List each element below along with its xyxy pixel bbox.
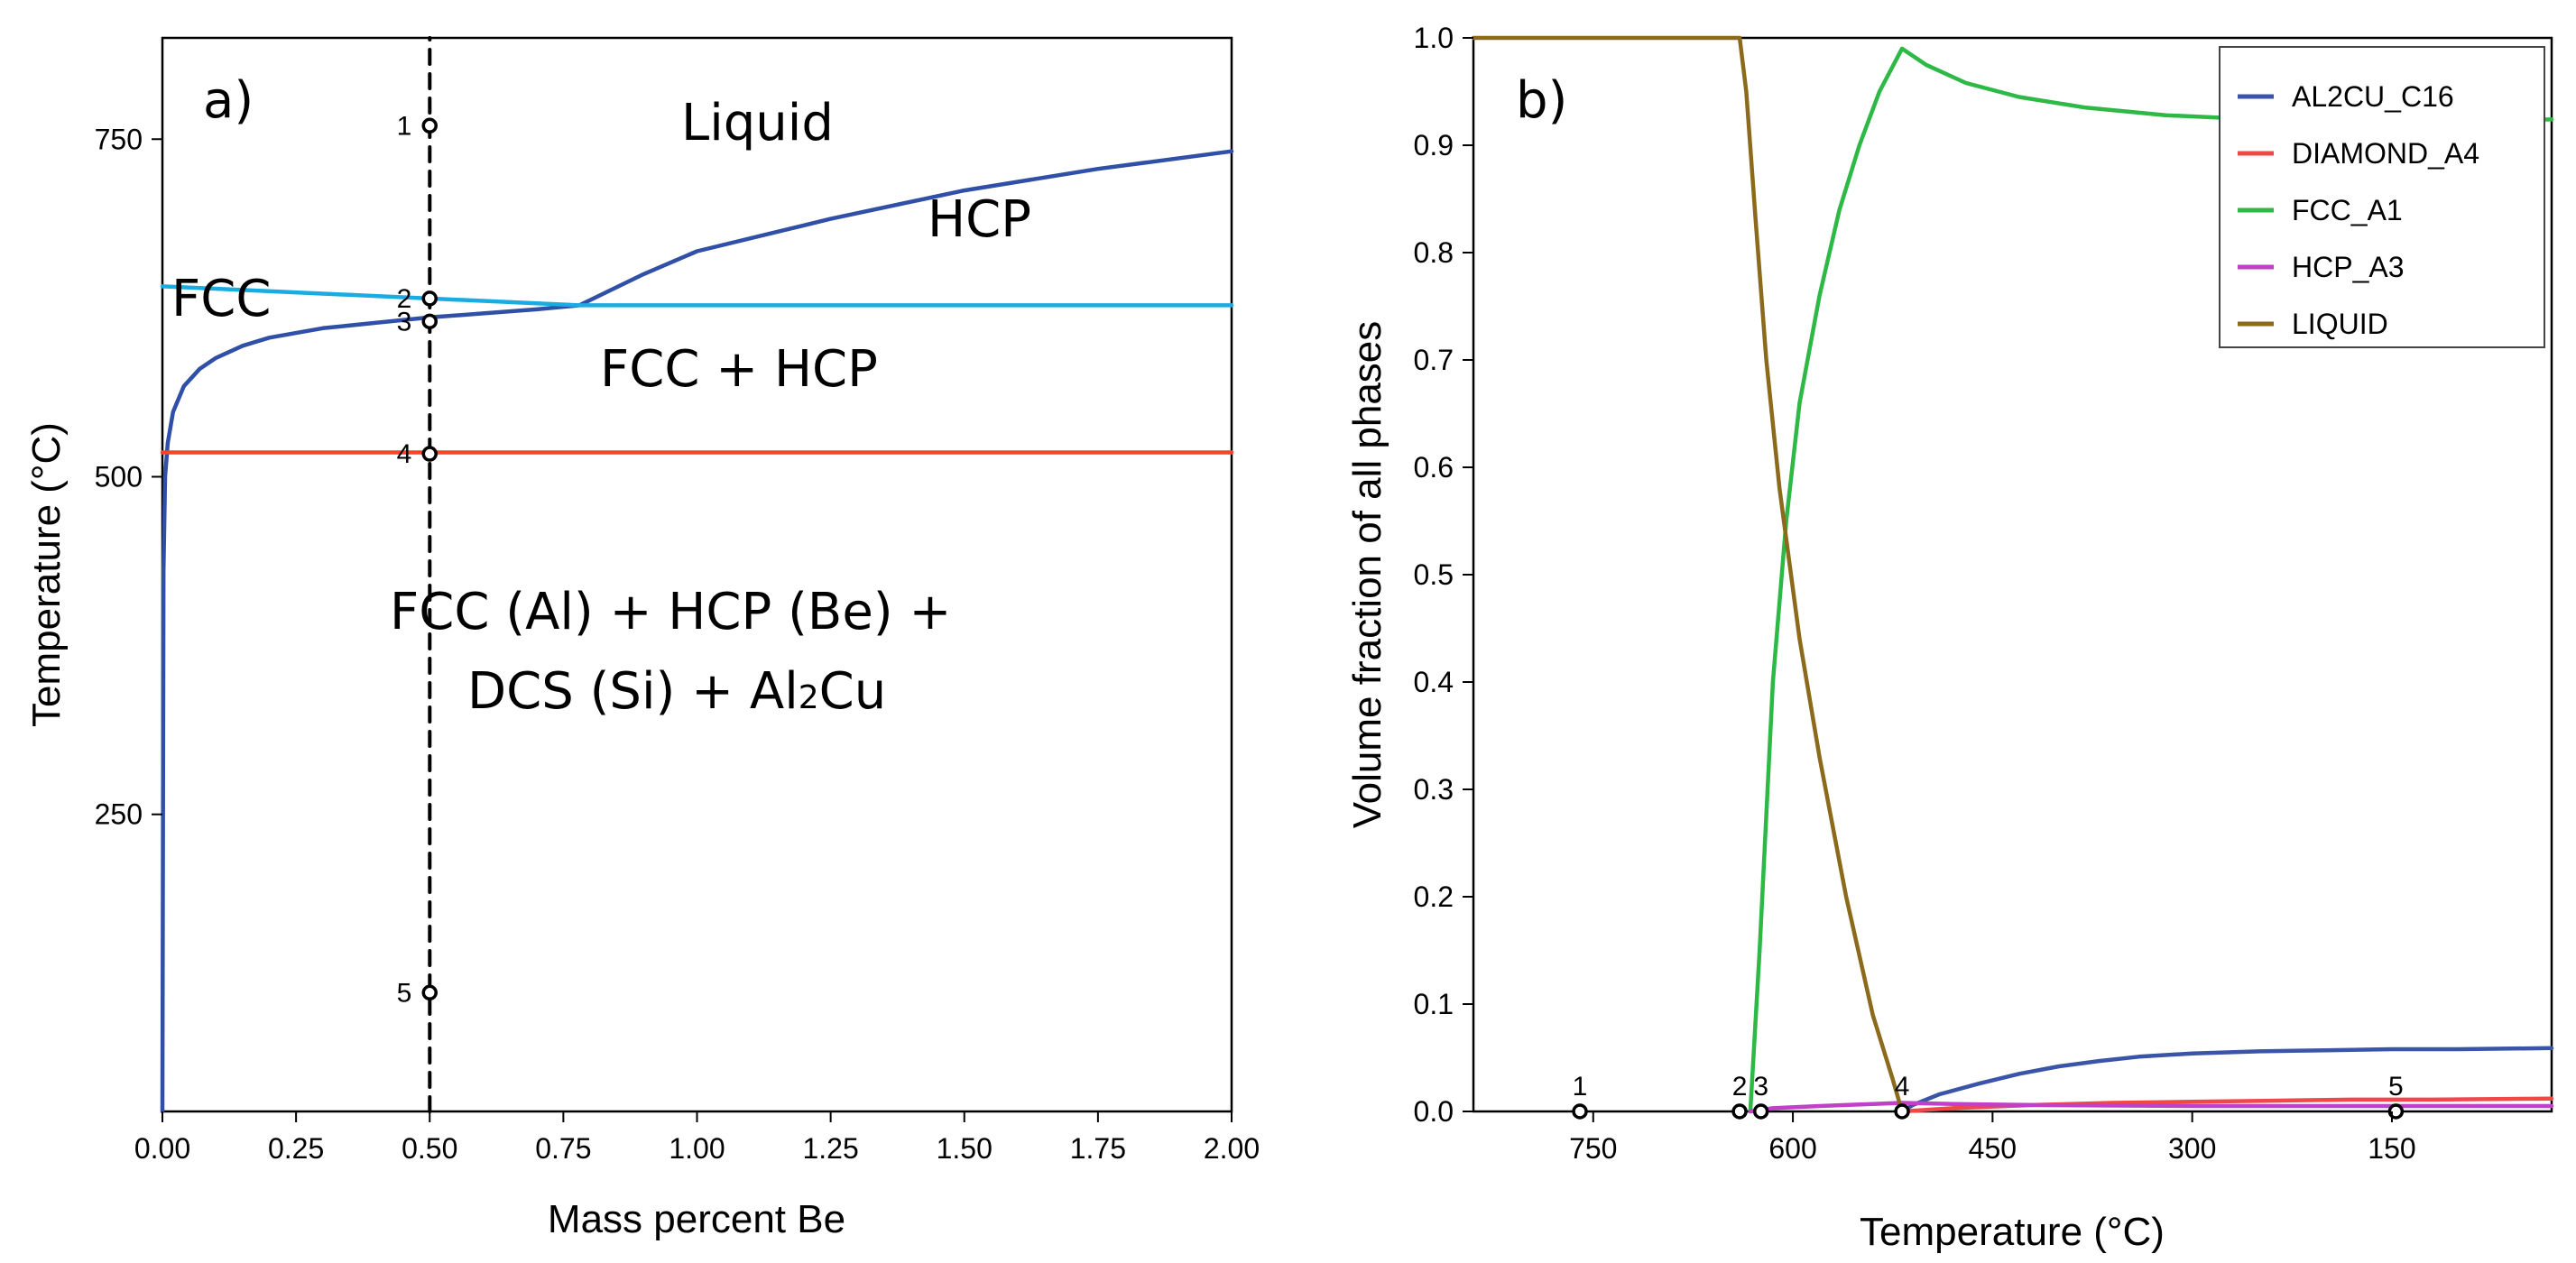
legend-label-fcc-a1: FCC_A1 (2292, 194, 2403, 226)
panel-b-y-tick-label: 0.8 (1414, 236, 1454, 269)
panel-b-point-1 (1572, 1103, 1588, 1120)
panel-a-x-tick-label: 0.25 (268, 1132, 324, 1165)
panel-b-point-label-3: 3 (1753, 1072, 1768, 1102)
region-fcc-hcp: FCC + HCP (600, 340, 878, 399)
region-liquid: Liquid (681, 94, 834, 152)
panel-a-x-tick-label: 0.50 (402, 1132, 457, 1165)
panel-b-series-al2cu-c16 (1899, 1046, 2554, 1114)
legend-label-liquid: LIQUID (2292, 308, 2388, 340)
panel-b-x-axis-label: Temperature (°C) (1860, 1210, 2165, 1254)
panel-b-y-tick-label: 0.1 (1414, 988, 1454, 1020)
panel-b-x-tick-label: 600 (1768, 1132, 1816, 1165)
panel-b-y-tick-label: 0.4 (1414, 666, 1454, 698)
panel-a-series-liquidus-fcc (160, 284, 1234, 308)
panel-b-y-axis-label: Volume fraction of all phases (1345, 321, 1390, 829)
panel-a-x-tick-label: 1.50 (937, 1132, 993, 1165)
panel-b-x-tick-label: 450 (1969, 1132, 2017, 1165)
panel-b-point-label-1: 1 (1573, 1072, 1588, 1102)
panel-b-y-tick-label: 0.0 (1414, 1095, 1454, 1128)
panel-a-y-tick-label: 500 (95, 460, 143, 493)
region-four-phase-dcs: DCS (Si) + Al (467, 662, 799, 721)
panel-a-point-5 (421, 984, 438, 1001)
panel-b-y-ticks: 0.0 0.1 0.2 0.3 0.4 0.5 0.6 0.7 0.8 0.9 1.0 (1414, 22, 1473, 1128)
panel-b-series (1471, 35, 2554, 1114)
panel-a-y-tick-label: 250 (95, 798, 143, 831)
panel-a-y-axis-label: Temperature (°C) (24, 422, 69, 727)
panel-b-y-tick-label: 0.3 (1414, 773, 1454, 806)
legend-label-diamond-a4: DIAMOND_A4 (2292, 137, 2479, 170)
panel-a-x-ticks: 0.00 0.25 0.50 0.75 1.00 1.25 1.50 1.75 2.00 (134, 1111, 1260, 1165)
panel-b-y-tick-label: 1.0 (1414, 22, 1454, 54)
panel-a-x-tick-label: 2.00 (1204, 1132, 1260, 1165)
panel-b-x-tick-label: 150 (2368, 1132, 2415, 1165)
panel-b-y-tick-label: 0.7 (1414, 344, 1454, 376)
panel-b-point-label-4: 4 (1895, 1072, 1910, 1102)
region-fcc: FCC (171, 270, 271, 328)
region-four-phase-subscript: 2 (799, 679, 819, 716)
panel-a-plot-frame (161, 36, 1233, 1113)
panel-a-label: a) (203, 71, 254, 130)
panel-b-legend: AL2CU_C16 DIAMOND_A4 FCC_A1 HCP_A3 LIQUID (2219, 46, 2545, 348)
panel-b-y-tick-label: 0.5 (1414, 558, 1454, 591)
panel-a-point-label-5: 5 (397, 978, 412, 1008)
panel-a-point-label-3: 3 (397, 307, 412, 336)
region-hcp: HCP (928, 190, 1031, 249)
panel-b-series-diamond-a4 (1899, 1096, 2554, 1114)
panel-b-x-tick-label: 300 (2168, 1132, 2216, 1165)
region-four-phase-line1: FCC (Al) + HCP (Be) + (390, 583, 951, 641)
panel-a-y-ticks: 250 500 750 (95, 123, 162, 831)
legend-label-hcp-a3: HCP_A3 (2292, 251, 2405, 283)
panel-a-point-4 (421, 446, 438, 462)
region-four-phase-cu: Cu (819, 662, 887, 721)
region-four-phase-line2: DCS (Si) + Al2Cu (467, 662, 886, 721)
panel-a-point-2 (421, 290, 438, 307)
panel-b-y-tick-label: 0.2 (1414, 880, 1454, 913)
panel-b-point-3 (1752, 1103, 1769, 1120)
panel-b-point-4 (1894, 1103, 1910, 1120)
panel-b-point-2 (1731, 1103, 1748, 1120)
panel-b-point-label-2: 2 (1732, 1072, 1748, 1102)
panel-b-label: b) (1516, 71, 1567, 130)
panel-a-point-3 (421, 313, 438, 330)
panel-a-x-tick-label: 1.25 (802, 1132, 858, 1165)
panel-b-y-tick-label: 0.9 (1414, 129, 1454, 161)
panel-b-x-ticks: 750 600 450 300 150 (1569, 1111, 2416, 1165)
panel-b-series-liquid (1471, 35, 1905, 1114)
panel-a-point-1 (421, 117, 438, 134)
panel-a-x-axis-label: Mass percent Be (548, 1197, 845, 1241)
panel-a-point-label-1: 1 (397, 111, 412, 141)
legend-label-al2cu-c16: AL2CU_C16 (2292, 80, 2454, 113)
panel-a-x-tick-label: 1.00 (669, 1132, 725, 1165)
panel-a-series (160, 36, 1234, 1114)
panel-a-y-tick-label: 750 (95, 123, 143, 155)
panel-b-x-tick-label: 750 (1569, 1132, 1617, 1165)
panel-a-x-tick-label: 1.75 (1070, 1132, 1126, 1165)
panel-a-x-tick-label: 0.00 (134, 1132, 190, 1165)
panel-b-point-label-5: 5 (2388, 1072, 2404, 1102)
panel-b-y-tick-label: 0.6 (1414, 451, 1454, 484)
panel-a-point-label-2: 2 (397, 284, 412, 314)
panel-a-series-fcc-solvus-liquidus-boundary (160, 149, 1234, 1114)
panel-b-series-hcp-a3 (1748, 1101, 2554, 1114)
panel-a-x-tick-label: 0.75 (535, 1132, 591, 1165)
panel-a-point-label-4: 4 (397, 439, 412, 469)
